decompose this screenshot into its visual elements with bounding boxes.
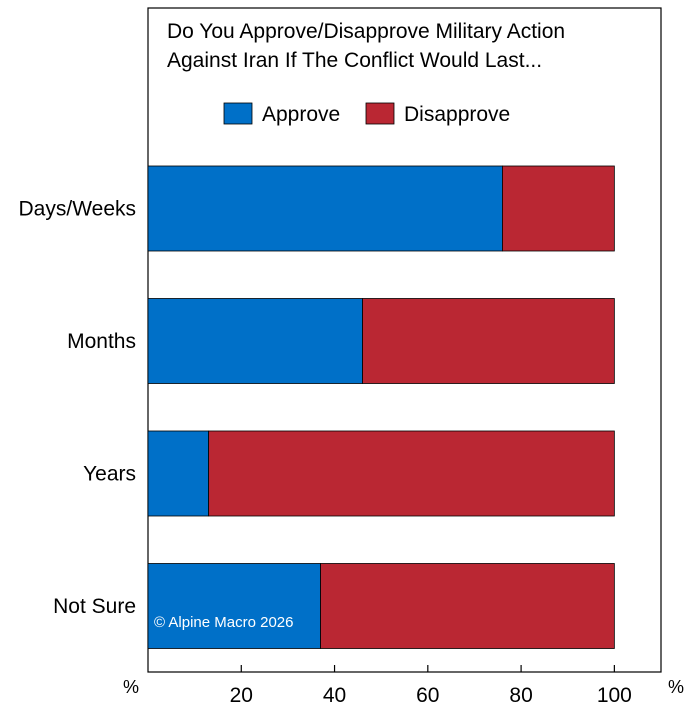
bar-approve-months	[147, 298, 363, 384]
chart-title-line-2: Against Iran If The Conflict Would Last.…	[167, 49, 542, 72]
category-label: Months	[67, 330, 136, 353]
category-label: Not Sure	[53, 595, 136, 618]
category-labels: Days/Weeks Months Years Not Sure	[19, 198, 136, 619]
legend: Approve Disapprove	[223, 102, 510, 126]
bar-approve-days-weeks	[147, 165, 503, 252]
x-axis: 20 40 60 80 100%%	[123, 665, 684, 707]
bar-approve-years	[147, 430, 210, 517]
x-tick-label: 20	[230, 684, 253, 707]
bar-disapprove-not-sure	[320, 563, 615, 649]
legend-label-approve: Approve	[262, 103, 340, 126]
x-unit-left: %	[123, 677, 139, 697]
x-unit-right: %	[668, 677, 684, 697]
chart-title-line-1: Do You Approve/Disapprove Military Actio…	[167, 20, 565, 43]
copyright-annotation: © Alpine Macro 2026	[154, 614, 293, 631]
x-tick-label: 60	[416, 684, 439, 707]
category-label: Days/Weeks	[19, 198, 136, 221]
legend-swatch-disapprove	[365, 102, 395, 125]
legend-label-disapprove: Disapprove	[404, 103, 510, 126]
bar-disapprove-years	[208, 430, 615, 517]
bar-approve-not-sure	[147, 563, 321, 649]
category-label: Years	[83, 463, 136, 486]
bar-disapprove-months	[362, 298, 615, 384]
legend-swatch-approve	[223, 102, 253, 125]
x-tick-label: 80	[509, 684, 532, 707]
bar-disapprove-days-weeks	[502, 165, 615, 252]
bars	[147, 165, 615, 649]
x-tick-label: 100	[597, 684, 632, 707]
x-tick-label: 40	[323, 684, 346, 707]
